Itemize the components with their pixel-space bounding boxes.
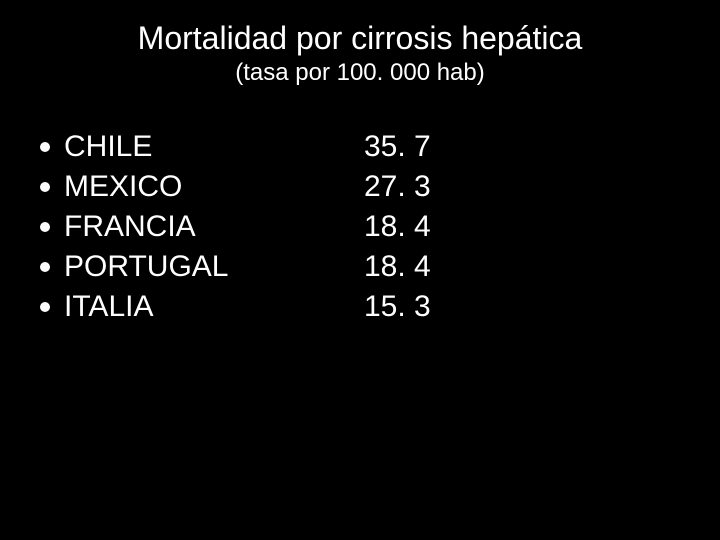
bullet-icon [40, 302, 50, 312]
value-label: 18. 4 [364, 210, 431, 244]
country-label: MEXICO [64, 170, 364, 204]
slide: Mortalidad por cirrosis hepática (tasa p… [0, 0, 720, 540]
country-label: CHILE [64, 130, 364, 164]
value-label: 35. 7 [364, 130, 431, 164]
value-label: 27. 3 [364, 170, 431, 204]
country-label: FRANCIA [64, 210, 364, 244]
country-label: ITALIA [64, 290, 364, 324]
bullet-icon [40, 222, 50, 232]
list-item: CHILE 35. 7 [40, 130, 680, 164]
title-block: Mortalidad por cirrosis hepática (tasa p… [0, 20, 720, 87]
list-item: ITALIA 15. 3 [40, 290, 680, 324]
data-list: CHILE 35. 7 MEXICO 27. 3 FRANCIA 18. 4 P… [40, 130, 680, 330]
value-label: 18. 4 [364, 250, 431, 284]
list-item: MEXICO 27. 3 [40, 170, 680, 204]
bullet-icon [40, 262, 50, 272]
value-label: 15. 3 [364, 290, 431, 324]
bullet-icon [40, 182, 50, 192]
slide-title: Mortalidad por cirrosis hepática [0, 20, 720, 57]
slide-subtitle: (tasa por 100. 000 hab) [0, 59, 720, 87]
country-label: PORTUGAL [64, 250, 364, 284]
bullet-icon [40, 142, 50, 152]
list-item: FRANCIA 18. 4 [40, 210, 680, 244]
list-item: PORTUGAL 18. 4 [40, 250, 680, 284]
